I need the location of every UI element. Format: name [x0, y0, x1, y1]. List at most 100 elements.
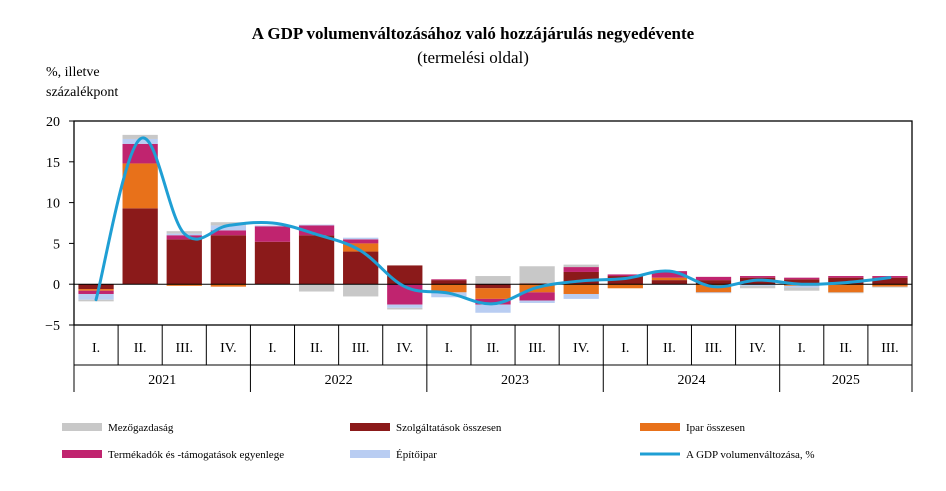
bar-szolg-ltat-sok-sszesen-16: [784, 279, 820, 285]
bar-p-t-ipar-15: [739, 284, 776, 286]
bar-term-kad-k-s-t-mogat-sok-egyenlege-15: [739, 276, 776, 278]
category-label: I.: [268, 341, 276, 356]
chart-subtitle: (termelési oldal): [417, 48, 529, 67]
category-label: III.: [705, 341, 723, 356]
y-tick-label: 15: [46, 156, 60, 171]
bar-term-kad-k-s-t-mogat-sok-egyenlege-5: [298, 225, 335, 236]
y-tick-label: 20: [46, 115, 60, 130]
y-axis-label-line2: százalékpont: [46, 85, 118, 100]
bar-szolg-ltat-sok-sszesen-8: [431, 280, 467, 285]
bar-ipar-sszesen-2: [166, 284, 202, 286]
plot-frame: [73, 120, 913, 326]
plot-area: 20 15 10 5 0 −5 I. II. III. IV. I. II. III. IV. I. II. I…: [45, 115, 913, 392]
category-label: IV.: [749, 341, 765, 356]
year-label: 2022: [325, 373, 353, 388]
bar-ipar-sszesen-11: [563, 284, 599, 294]
category-label: III.: [881, 341, 899, 356]
legend-swatch: [350, 423, 390, 431]
category-label: II.: [134, 341, 147, 356]
bar-term-kad-k-s-t-mogat-sok-egyenlege-6: [343, 239, 379, 244]
bar-term-kad-k-s-t-mogat-sok-egyenlege-11: [563, 267, 599, 272]
category-label: III.: [176, 341, 194, 356]
bar-szolg-ltat-sok-sszesen-5: [298, 235, 335, 285]
bar-term-kad-k-s-t-mogat-sok-egyenlege-3: [210, 230, 247, 236]
category-label: III.: [352, 341, 370, 356]
bar-mez-gazdas-g-1: [122, 134, 158, 139]
bar-p-t-ipar-16: [784, 285, 820, 288]
y-axis-label-line1: %, illetve: [46, 65, 100, 80]
bar-p-t-ipar-14: [695, 292, 732, 294]
category-label: I.: [621, 341, 629, 356]
legend-swatch: [62, 423, 102, 431]
bar-ipar-sszesen-9: [475, 288, 511, 299]
y-tick-label: 5: [53, 237, 60, 252]
bar-ipar-sszesen-18: [872, 284, 908, 287]
bar-term-kad-k-s-t-mogat-sok-egyenlege-4: [254, 226, 291, 242]
legend-label: Ipar összesen: [686, 422, 745, 434]
bar-p-t-ipar-3: [210, 225, 247, 231]
bar-p-t-ipar-10: [519, 300, 555, 303]
legend-label: Szolgáltatások összesen: [396, 422, 502, 434]
category-label: I.: [798, 341, 806, 356]
bar-szolg-ltat-sok-sszesen-1: [122, 208, 158, 285]
y-tick-label: 10: [46, 197, 60, 212]
legend-label: Építőipar: [396, 449, 437, 461]
category-label: III.: [528, 341, 546, 356]
bar-ipar-sszesen-13: [651, 277, 688, 281]
bar-mez-gazdas-g-7: [387, 307, 423, 310]
bar-mez-gazdas-g-16: [784, 287, 820, 291]
bar-p-t-ipar-8: [431, 292, 467, 298]
bar-p-t-ipar-4: [254, 225, 291, 227]
bar-ipar-sszesen-3: [210, 284, 247, 287]
bar-ipar-sszesen-8: [431, 284, 467, 293]
bar-mez-gazdas-g-6: [343, 284, 379, 297]
legend-label: A GDP volumenváltozása, %: [686, 449, 815, 461]
bar-szolg-ltat-sok-sszesen-12: [607, 276, 643, 285]
bar-ipar-sszesen-1: [122, 163, 158, 209]
category-label: I.: [92, 341, 100, 356]
bar-szolg-ltat-sok-sszesen-3: [210, 235, 247, 285]
bar-term-kad-k-s-t-mogat-sok-egyenlege-12: [607, 274, 643, 277]
category-label: II.: [839, 341, 852, 356]
bar-term-kad-k-s-t-mogat-sok-egyenlege-14: [695, 276, 732, 281]
bar-szolg-ltat-sok-sszesen-14: [695, 280, 732, 285]
bar-szolg-ltat-sok-sszesen-4: [254, 241, 291, 285]
legend-swatch: [350, 450, 390, 458]
category-label: IV.: [397, 341, 413, 356]
legend-label: Mezőgazdaság: [108, 422, 174, 434]
year-label: 2025: [832, 373, 860, 388]
y-tick-label: −5: [45, 319, 60, 334]
bar-term-kad-k-s-t-mogat-sok-egyenlege-16: [784, 277, 820, 280]
gdp-growth-line: [94, 136, 892, 306]
bar-szolg-ltat-sok-sszesen-0: [78, 284, 114, 290]
year-label: 2021: [148, 373, 176, 388]
bar-term-kad-k-s-t-mogat-sok-egyenlege-13: [651, 271, 688, 278]
bar-ipar-sszesen-14: [695, 284, 732, 293]
bar-szolg-ltat-sok-sszesen-13: [651, 280, 688, 285]
bar-ipar-sszesen-0: [78, 289, 114, 291]
bar-p-t-ipar-1: [122, 138, 158, 144]
category-label: IV.: [573, 341, 589, 356]
y-tick-label: 0: [53, 278, 60, 293]
bar-term-kad-k-s-t-mogat-sok-egyenlege-2: [166, 235, 202, 240]
bar-term-kad-k-s-t-mogat-sok-egyenlege-9: [475, 298, 511, 305]
bar-ipar-sszesen-17: [828, 284, 864, 293]
legend-label: Termékadók és -támogatások egyenlege: [108, 449, 284, 461]
bar-mez-gazdas-g-15: [739, 285, 776, 289]
bar-szolg-ltat-sok-sszesen-6: [343, 251, 379, 285]
category-label: II.: [663, 341, 676, 356]
bar-p-t-ipar-7: [387, 304, 423, 308]
category-label: II.: [310, 341, 323, 356]
bar-szolg-ltat-sok-sszesen-17: [828, 277, 864, 285]
bar-mez-gazdas-g-17: [828, 292, 864, 294]
bar-term-kad-k-s-t-mogat-sok-egyenlege-10: [519, 292, 555, 301]
category-label: II.: [487, 341, 500, 356]
bar-p-t-ipar-6: [343, 237, 379, 240]
bar-term-kad-k-s-t-mogat-sok-egyenlege-0: [78, 290, 114, 294]
bar-mez-gazdas-g-3: [210, 222, 247, 226]
bar-mez-gazdas-g-11: [563, 264, 599, 268]
bar-mez-gazdas-g-9: [475, 276, 511, 285]
bar-szolg-ltat-sok-sszesen-18: [872, 277, 908, 285]
bar-term-kad-k-s-t-mogat-sok-egyenlege-17: [828, 276, 864, 278]
